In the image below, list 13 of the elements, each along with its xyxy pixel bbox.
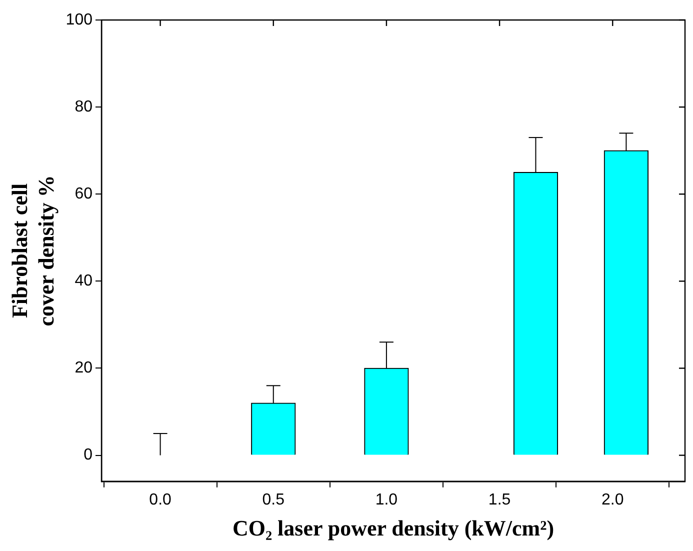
y-tick-label: 100 — [66, 11, 93, 28]
y-tick-label: 80 — [74, 98, 93, 116]
x-tick-label: 0.5 — [262, 491, 285, 508]
x-tick-label: 2.0 — [602, 491, 624, 508]
y-tick-label: 60 — [74, 186, 93, 203]
x-axis-title: CO₂ laser power density (kW/cm²) — [232, 515, 554, 540]
x-tick-label: 1.0 — [375, 491, 398, 508]
y-tick-label: 20 — [74, 360, 93, 377]
y-tick-label: 0 — [84, 446, 93, 464]
x-tick-label: 1.5 — [488, 491, 511, 508]
y-axis-title: Fibroblast cell cover density % — [6, 175, 58, 326]
y-tick-label: 40 — [74, 272, 93, 290]
x-tick-label: 0.0 — [149, 491, 172, 508]
